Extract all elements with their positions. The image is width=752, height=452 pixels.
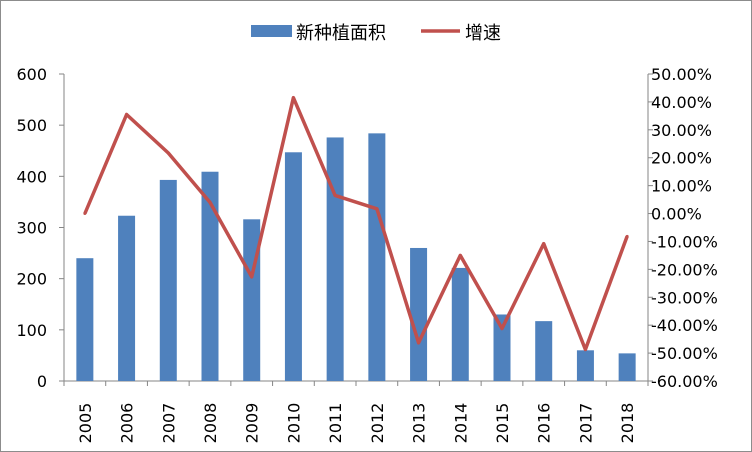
growth-point-2011 xyxy=(333,193,337,197)
growth-point-2012 xyxy=(375,207,379,211)
left-tick-label: 0 xyxy=(37,372,47,391)
left-tick-label: 500 xyxy=(16,116,47,135)
bar-2014 xyxy=(451,267,469,381)
x-tick-label: 2017 xyxy=(576,403,595,444)
growth-point-2006 xyxy=(125,112,129,116)
right-tick-label: 0.00% xyxy=(651,205,702,224)
left-tick-label: 300 xyxy=(16,219,47,238)
growth-point-2014 xyxy=(458,253,462,257)
growth-point-2013 xyxy=(417,341,421,345)
bar-2008 xyxy=(201,171,219,381)
right-tick-label: -20.00% xyxy=(651,260,718,279)
left-tick-label: 400 xyxy=(16,167,47,186)
right-tick-label: 10.00% xyxy=(651,177,712,196)
x-tick-label: 2014 xyxy=(451,403,470,444)
legend-label-area: 新种植面积 xyxy=(296,23,386,44)
right-tick-label: -10.00% xyxy=(651,232,718,251)
right-tick-label: -60.00% xyxy=(651,372,718,391)
bar-2006 xyxy=(118,215,136,381)
growth-point-2016 xyxy=(542,242,546,246)
legend-label-growth: 增速 xyxy=(465,23,501,44)
x-tick-label: 2009 xyxy=(243,403,262,444)
bar-2011 xyxy=(326,137,344,381)
x-tick-label: 2006 xyxy=(118,403,137,444)
x-tick-label: 2016 xyxy=(535,403,554,444)
bar-2018 xyxy=(618,353,636,381)
x-tick-label: 2012 xyxy=(368,403,387,444)
right-tick-label: 50.00% xyxy=(651,65,712,84)
x-tick-label: 2005 xyxy=(76,403,95,444)
growth-point-2005 xyxy=(83,212,87,216)
bar-2016 xyxy=(535,321,553,381)
left-tick-label: 200 xyxy=(16,270,47,289)
x-tick-label: 2011 xyxy=(326,403,345,444)
right-tick-label: 30.00% xyxy=(651,121,712,140)
bar-2015 xyxy=(493,314,511,381)
x-tick-label: 2010 xyxy=(284,403,303,444)
x-tick-label: 2008 xyxy=(201,403,220,444)
bar-2007 xyxy=(159,179,177,381)
growth-point-2009 xyxy=(250,275,254,279)
growth-point-2007 xyxy=(166,151,170,155)
growth-point-2010 xyxy=(291,96,295,100)
right-tick-label: -50.00% xyxy=(651,344,718,363)
bar-2010 xyxy=(284,152,302,381)
right-tick-label: -30.00% xyxy=(651,288,718,307)
x-tick-label: 2007 xyxy=(159,403,178,444)
growth-point-2018 xyxy=(625,234,629,238)
x-tick-label: 2013 xyxy=(410,403,429,444)
growth-point-2008 xyxy=(208,200,212,204)
growth-point-2015 xyxy=(500,327,504,331)
legend-swatch-bar xyxy=(251,25,292,37)
right-tick-label: 20.00% xyxy=(651,149,712,168)
left-tick-label: 600 xyxy=(16,65,47,84)
right-tick-label: -40.00% xyxy=(651,316,718,335)
right-tick-label: 40.00% xyxy=(651,93,712,112)
bar-2013 xyxy=(410,247,428,381)
bar-2012 xyxy=(368,133,386,381)
x-tick-label: 2018 xyxy=(618,403,637,444)
growth-line xyxy=(83,95,629,352)
x-tick-label: 2015 xyxy=(493,403,512,444)
bar-2017 xyxy=(576,350,594,381)
growth-point-2017 xyxy=(583,347,587,351)
bar-2005 xyxy=(76,258,94,381)
left-tick-label: 100 xyxy=(16,321,47,340)
